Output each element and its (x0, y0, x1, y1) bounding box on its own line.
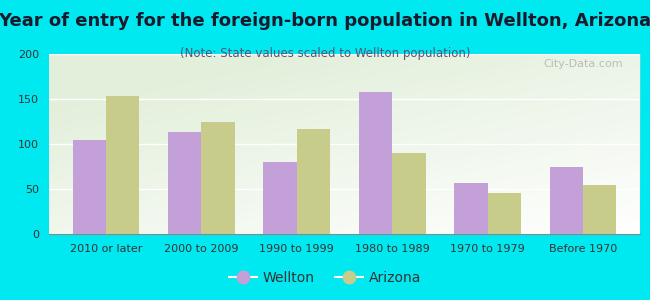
Bar (550, 167, 583, 234)
Bar (202, 122, 235, 234)
Bar (392, 153, 426, 234)
Bar (488, 193, 521, 234)
Bar (297, 129, 330, 234)
Bar (583, 184, 616, 234)
Bar (73, 140, 106, 234)
Bar (454, 183, 488, 234)
Text: (Note: State values scaled to Wellton population): (Note: State values scaled to Wellton po… (180, 46, 470, 59)
Bar (359, 92, 392, 234)
Legend: Wellton, Arizona: Wellton, Arizona (224, 265, 426, 290)
Text: Year of entry for the foreign-born population in Wellton, Arizona: Year of entry for the foreign-born popul… (0, 12, 650, 30)
Text: City-Data.com: City-Data.com (543, 59, 623, 69)
Bar (106, 96, 139, 234)
Bar (263, 162, 297, 234)
Bar (168, 132, 202, 234)
